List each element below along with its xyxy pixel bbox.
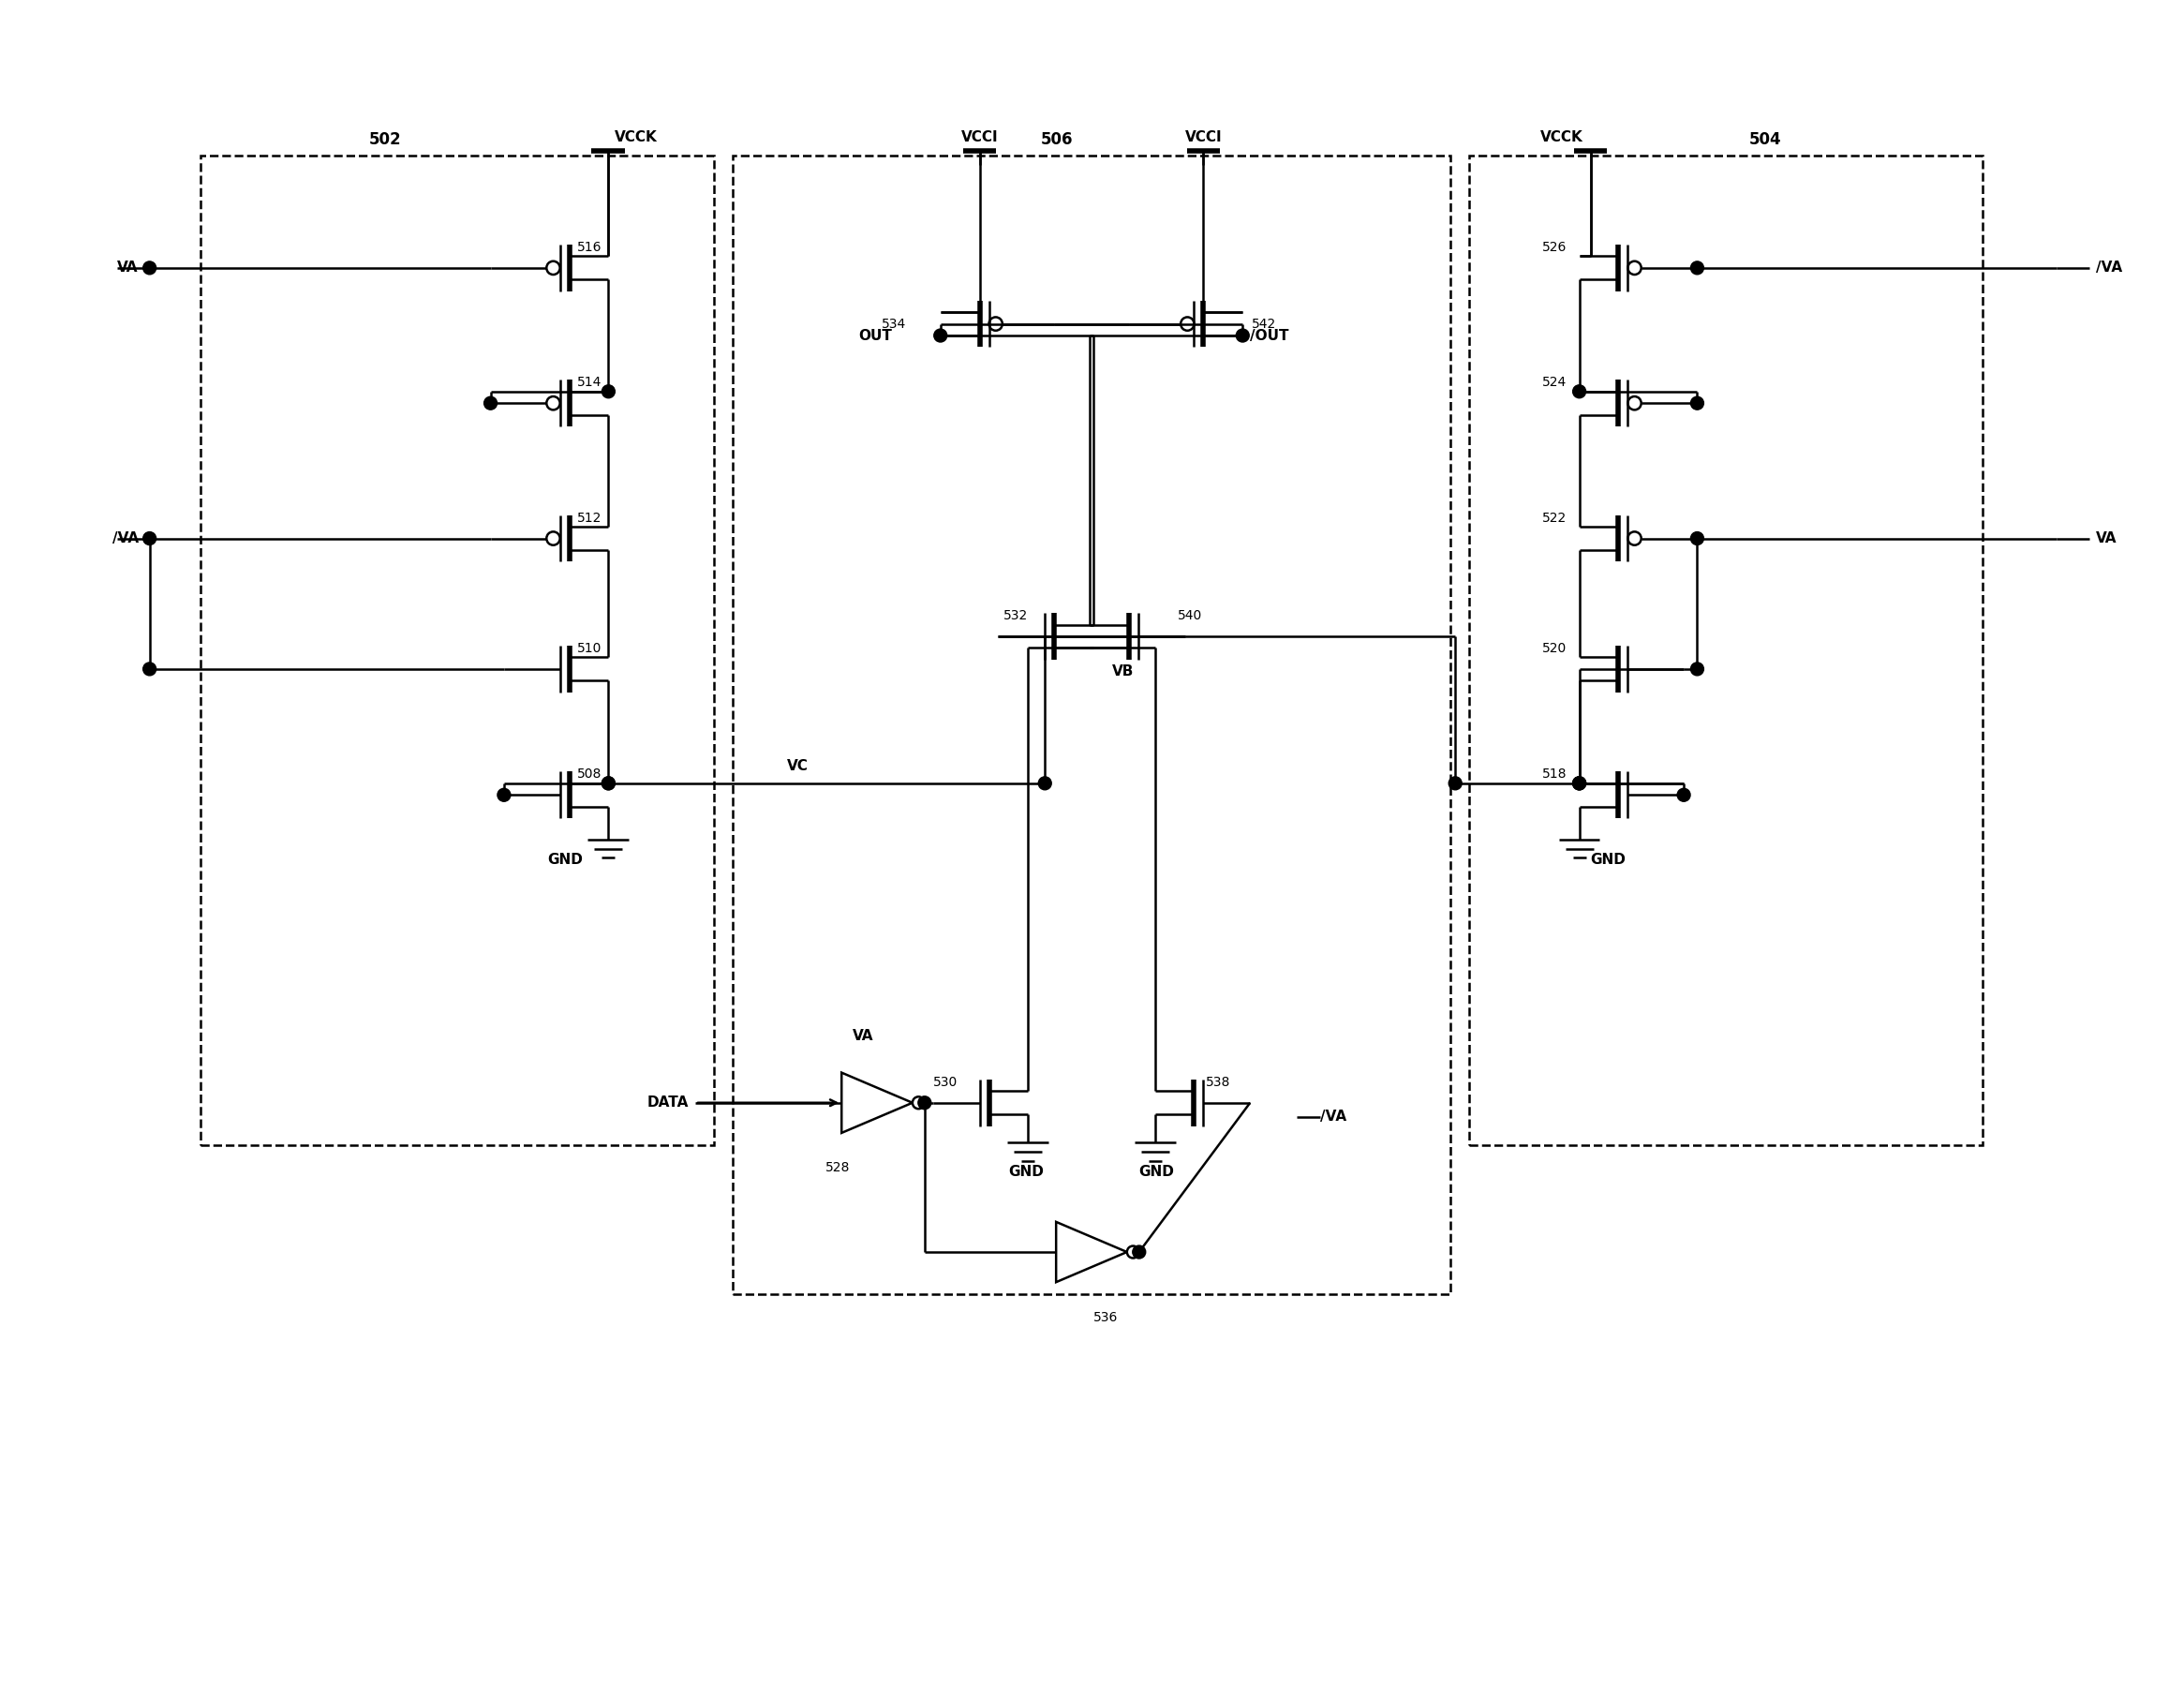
Text: VA: VA xyxy=(2097,532,2116,545)
Text: /VA: /VA xyxy=(111,532,138,545)
Circle shape xyxy=(1236,330,1249,341)
Circle shape xyxy=(142,262,155,275)
Text: VA: VA xyxy=(118,262,138,275)
Bar xyxy=(1470,156,1983,1145)
Text: 518: 518 xyxy=(1542,768,1568,782)
Bar xyxy=(732,156,1450,1295)
Text: 538: 538 xyxy=(1206,1075,1230,1089)
Text: 516: 516 xyxy=(577,241,601,253)
Text: 526: 526 xyxy=(1542,241,1568,253)
Text: 520: 520 xyxy=(1542,642,1568,656)
Text: 508: 508 xyxy=(577,768,601,782)
Text: 530: 530 xyxy=(933,1075,957,1089)
Text: 536: 536 xyxy=(1094,1310,1118,1324)
Text: VC: VC xyxy=(786,759,808,773)
Text: VCCI: VCCI xyxy=(1186,131,1223,144)
Text: 510: 510 xyxy=(577,642,601,656)
Text: GND: GND xyxy=(1140,1166,1175,1179)
Circle shape xyxy=(603,776,616,790)
Text: VCCI: VCCI xyxy=(961,131,998,144)
Text: 522: 522 xyxy=(1542,511,1568,525)
Circle shape xyxy=(1690,532,1704,545)
Bar xyxy=(201,156,714,1145)
Circle shape xyxy=(1572,776,1586,790)
Text: 534: 534 xyxy=(882,318,906,330)
Text: VCCK: VCCK xyxy=(1540,131,1583,144)
Text: 514: 514 xyxy=(577,375,601,389)
Text: 512: 512 xyxy=(577,511,601,525)
Text: GND: GND xyxy=(1590,853,1625,866)
Circle shape xyxy=(1133,1245,1147,1259)
Text: 540: 540 xyxy=(1177,610,1201,622)
Circle shape xyxy=(1677,788,1690,802)
Text: GND: GND xyxy=(1009,1166,1044,1179)
Text: GND: GND xyxy=(548,853,583,866)
Circle shape xyxy=(1572,776,1586,790)
Circle shape xyxy=(1572,386,1586,398)
Circle shape xyxy=(142,532,155,545)
Text: 542: 542 xyxy=(1251,318,1275,330)
Text: 528: 528 xyxy=(826,1162,850,1174)
Text: VCCK: VCCK xyxy=(616,131,657,144)
Text: 502: 502 xyxy=(369,131,402,148)
Circle shape xyxy=(1690,262,1704,275)
Circle shape xyxy=(1448,776,1461,790)
Circle shape xyxy=(1690,663,1704,676)
Circle shape xyxy=(1572,776,1586,790)
Circle shape xyxy=(142,663,155,676)
Text: VA: VA xyxy=(852,1028,874,1043)
Text: 524: 524 xyxy=(1542,375,1568,389)
Circle shape xyxy=(603,386,616,398)
Text: /VA: /VA xyxy=(1319,1109,1345,1123)
Circle shape xyxy=(917,1096,930,1109)
Text: VB: VB xyxy=(1112,664,1133,678)
Text: DATA: DATA xyxy=(646,1096,688,1109)
Text: OUT: OUT xyxy=(858,328,891,343)
Circle shape xyxy=(603,776,616,790)
Text: /VA: /VA xyxy=(2097,262,2123,275)
Circle shape xyxy=(1037,776,1051,790)
Circle shape xyxy=(485,396,498,409)
Text: /OUT: /OUT xyxy=(1249,328,1289,343)
Text: 504: 504 xyxy=(1749,131,1782,148)
Circle shape xyxy=(1690,396,1704,409)
Circle shape xyxy=(935,330,948,341)
Text: 532: 532 xyxy=(1002,610,1026,622)
Circle shape xyxy=(498,788,511,802)
Text: 506: 506 xyxy=(1040,131,1072,148)
